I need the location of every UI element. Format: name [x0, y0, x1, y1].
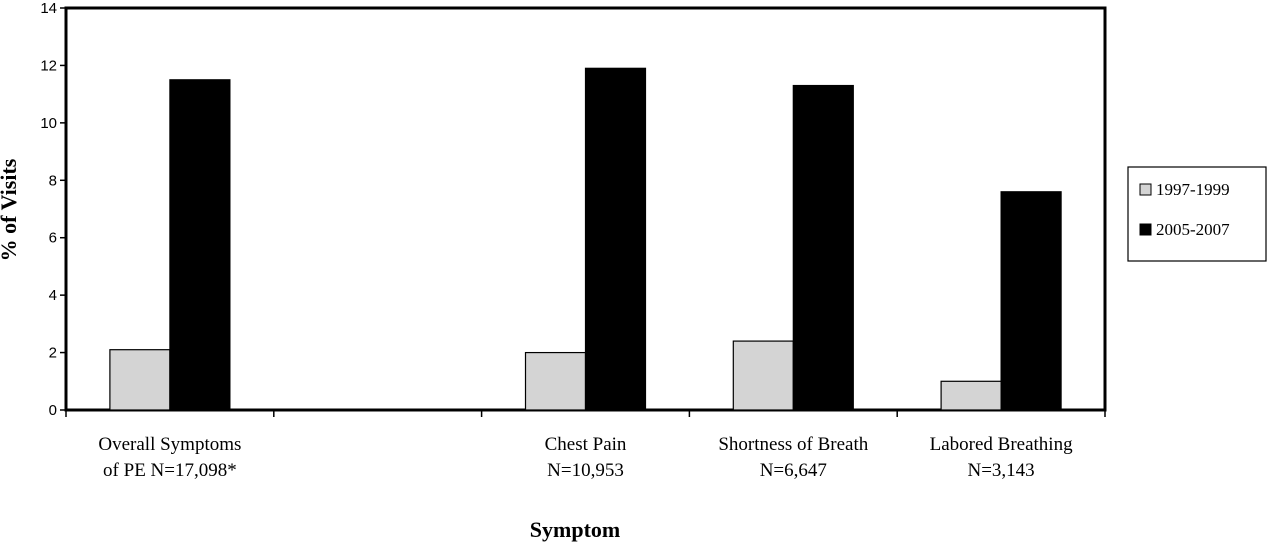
- bar-2005-2007-0: [169, 79, 231, 411]
- x-category-label: of PE N=17,098*: [103, 460, 237, 481]
- bar-2005-2007-4: [1000, 191, 1062, 411]
- y-tick-label: 6: [49, 230, 57, 247]
- legend: 1997-1999 2005-2007: [1127, 166, 1267, 262]
- x-axis-title: Symptom: [530, 517, 620, 542]
- x-category-label: N=3,143: [968, 460, 1035, 481]
- x-category-label: Shortness of Breath: [718, 434, 868, 455]
- bar-1997-1999-4: [940, 380, 1002, 411]
- legend-swatch: [1139, 183, 1152, 196]
- bar-2005-2007-3: [792, 84, 854, 411]
- y-tick-label: 12: [40, 57, 57, 74]
- bars-group: [109, 67, 1062, 411]
- bar-1997-1999-3: [732, 340, 794, 411]
- legend-label: 1997-1999: [1156, 180, 1230, 199]
- bar-2005-2007-2: [584, 67, 647, 411]
- x-category-label: N=10,953: [547, 460, 624, 481]
- legend-swatch: [1139, 223, 1152, 236]
- bar-1997-1999-0: [109, 349, 171, 411]
- x-category-label: Labored Breathing: [930, 434, 1073, 455]
- y-tick-label: 0: [49, 402, 57, 419]
- y-tick-label: 14: [40, 0, 57, 17]
- bar-1997-1999-2: [524, 351, 587, 411]
- y-tick-label: 4: [49, 287, 57, 304]
- legend-box: [1127, 166, 1267, 262]
- x-category-label: Chest Pain: [545, 434, 627, 455]
- y-tick-label: 8: [49, 172, 57, 189]
- y-axis-title: % of Visits: [0, 158, 21, 261]
- x-axis-categories: Overall Symptoms of PE N=17,098* Chest Pai…: [65, 410, 1106, 481]
- y-tick-label: 10: [40, 115, 57, 132]
- legend-label: 2005-2007: [1156, 220, 1230, 239]
- x-category-label: Overall Symptoms: [98, 434, 241, 455]
- x-category-label: N=6,647: [760, 460, 827, 481]
- y-axis-ticks: 0 2 4 6 8 10 12 14: [40, 0, 66, 419]
- y-tick-label: 2: [49, 345, 57, 362]
